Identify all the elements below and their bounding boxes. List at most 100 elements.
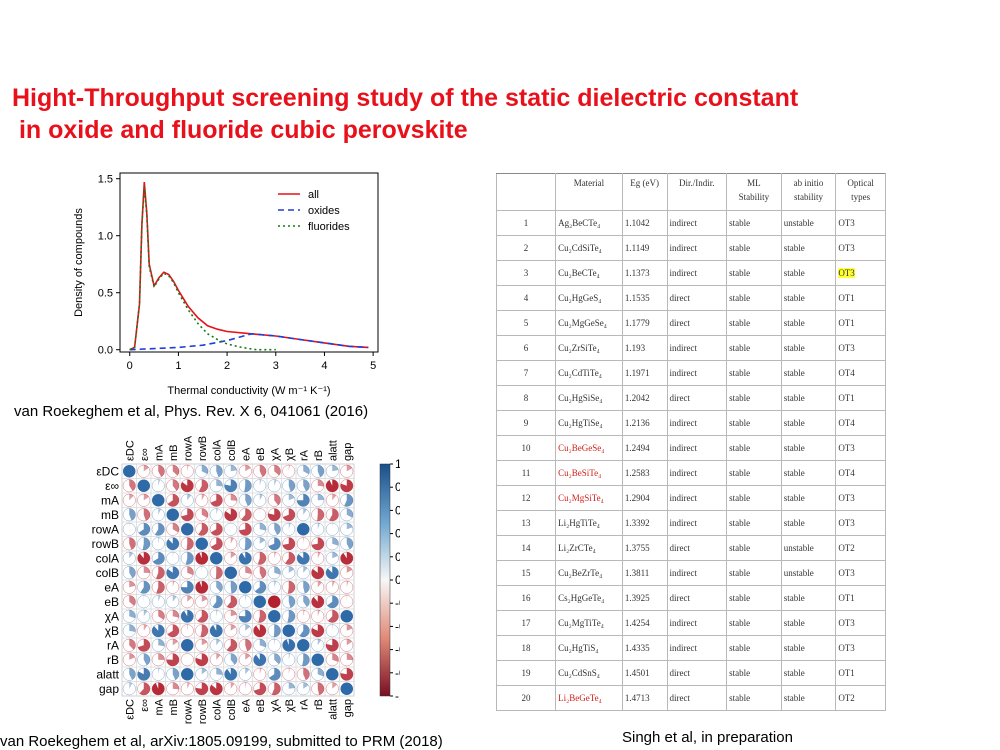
heatmap-mark-outline bbox=[180, 493, 194, 507]
heatmap-mark bbox=[129, 552, 134, 559]
table-cell-opt: OT2 bbox=[835, 685, 886, 711]
heatmap-mark bbox=[139, 682, 151, 695]
heatmap-mark bbox=[241, 508, 252, 521]
heatmap-mark bbox=[210, 523, 223, 536]
heatmap-mark-outline bbox=[122, 493, 136, 507]
table-cell-n: 20 bbox=[495, 685, 557, 711]
heatmap-mark-outline bbox=[325, 493, 339, 507]
heatmap-mark-outline bbox=[325, 580, 339, 594]
heatmap-mark-outline bbox=[224, 464, 238, 478]
table-cell-ml: stable bbox=[726, 210, 782, 236]
heatmap-mark bbox=[282, 537, 295, 550]
heatmap-mark bbox=[137, 552, 151, 565]
heatmap-mark bbox=[138, 523, 151, 536]
heatmap-mark bbox=[195, 682, 209, 695]
heatmap-mark bbox=[311, 624, 324, 637]
heatmap-mark bbox=[143, 653, 151, 666]
heatmap-mark bbox=[230, 537, 234, 544]
heatmap-mark-outline bbox=[209, 638, 223, 652]
heatmap-mark bbox=[311, 566, 324, 579]
table-cell-ab: stable bbox=[780, 235, 837, 261]
table-cell-opt: OT3 bbox=[835, 610, 886, 636]
heatmap-mark bbox=[151, 682, 165, 695]
col-label-bottom: mA bbox=[153, 698, 165, 715]
table-cell-mat: Li₂ZrCTe₄ bbox=[555, 535, 623, 561]
table-row: 8 Cu₂HgSiSe₄ 1.2042 direct stable stable OT1 bbox=[495, 385, 886, 411]
table-row: 5 Cu₂MgGeSe₄ 1.1779 direct stable stable OT1 bbox=[495, 310, 886, 336]
table-cell-ml: stable bbox=[726, 285, 782, 311]
heatmap-mark bbox=[195, 537, 208, 550]
heatmap-mark bbox=[259, 639, 266, 648]
heatmap-mark-outline bbox=[166, 551, 180, 565]
table-cell-eg: 1.3392 bbox=[621, 510, 668, 536]
heatmap-mark-outline bbox=[325, 522, 339, 536]
table-cell-n: 9 bbox=[495, 410, 557, 436]
heatmap-mark bbox=[230, 682, 235, 689]
table-cell-mat: Cu₂HgGeS₄ bbox=[555, 285, 623, 311]
heatmap-mark bbox=[282, 508, 295, 521]
table-row: 11 Cu₂BeSiTe₄ 1.2583 indirect stable stable OT… bbox=[495, 460, 886, 486]
heatmap-mark bbox=[288, 523, 291, 530]
heatmap-mark-outline bbox=[224, 682, 238, 696]
col-label-bottom: gap bbox=[342, 699, 354, 717]
table-cell-ml: stable bbox=[726, 235, 782, 261]
heatmap-mark bbox=[152, 624, 165, 637]
citation-1: van Roekeghem et al, Phys. Rev. X 6, 041… bbox=[14, 403, 369, 420]
table-cell-ab: stable bbox=[780, 310, 837, 336]
heatmap-mark bbox=[268, 595, 281, 608]
heatmap-mark bbox=[210, 682, 223, 695]
heatmap-mark bbox=[317, 581, 322, 588]
table-cell-ml: stable bbox=[726, 410, 782, 436]
col-label-top: gap bbox=[342, 443, 354, 461]
heatmap-mark bbox=[181, 668, 194, 681]
heatmap-mark bbox=[258, 610, 266, 623]
heatmap-mark bbox=[259, 668, 262, 675]
table-cell-ab: stable bbox=[780, 460, 837, 486]
table-row: 16 Cs₂HgGeTe₄ 1.3925 direct stable stable OT1 bbox=[495, 585, 886, 611]
heatmap-mark bbox=[200, 624, 209, 637]
heatmap-mark bbox=[187, 566, 194, 576]
table-cell-eg: 1.1042 bbox=[621, 210, 668, 236]
col-label-top: alatt bbox=[327, 440, 339, 461]
heatmap-mark bbox=[180, 479, 194, 492]
table-header-cell: ab initio stability bbox=[780, 173, 837, 211]
table-cell-ml: stable bbox=[726, 635, 782, 661]
table-cell-eg: 1.2136 bbox=[621, 410, 668, 436]
heatmap-mark bbox=[210, 552, 223, 565]
heatmap-mark bbox=[143, 624, 148, 631]
table-header-cell: Optical types bbox=[835, 173, 886, 211]
legend-label-fluorides: fluorides bbox=[308, 221, 350, 233]
heatmap-mark-outline bbox=[122, 522, 136, 536]
table-cell-mat: Cu₂HgTiS₄ bbox=[555, 635, 623, 661]
table-cell-ab: stable bbox=[780, 385, 837, 411]
heatmap-mark bbox=[129, 581, 136, 588]
table-header-cell: Dir./Indir. bbox=[666, 173, 728, 211]
colorbar-tick-label: 1 bbox=[395, 457, 400, 471]
heatmap-mark-outline bbox=[180, 653, 194, 667]
heatmap-mark-outline bbox=[296, 609, 310, 623]
heatmap-mark bbox=[332, 465, 339, 472]
heatmap-mark bbox=[216, 508, 218, 515]
heatmap-mark-outline bbox=[253, 537, 267, 551]
heatmap-mark-outline bbox=[282, 566, 296, 580]
table-cell-eg: 1.1971 bbox=[621, 360, 668, 386]
heatmap-mark bbox=[274, 465, 281, 476]
table-row: 14 Li₂ZrCTe₄ 1.3755 direct stable unstable OT2 bbox=[495, 535, 886, 561]
heatmap-mark bbox=[129, 537, 136, 550]
table-cell-ab: stable bbox=[780, 435, 837, 461]
table-cell-mat: Cu₂ZrSiTe₄ bbox=[555, 335, 623, 361]
table-cell-mat: Cu₂HgSiSe₄ bbox=[555, 385, 623, 411]
table-cell-eg: 1.1779 bbox=[621, 310, 668, 336]
heatmap-mark-outline bbox=[340, 624, 354, 638]
heatmap-mark bbox=[143, 465, 149, 472]
table-cell-n: 2 bbox=[495, 235, 557, 261]
heatmap-mark bbox=[287, 581, 296, 594]
heatmap-mark bbox=[181, 523, 194, 536]
table-cell-mat: Cu₂CdSnS₄ bbox=[555, 660, 623, 686]
table-cell-opt: OT3 bbox=[835, 510, 886, 536]
thermal-conductivity-chart: 1.5 1.0 0.5 0.0 0 1 2 3 4 5 Thermal conductivity (… bbox=[73, 172, 379, 397]
table-cell-n: 17 bbox=[495, 610, 557, 636]
heatmap-mark bbox=[346, 581, 349, 588]
table-cell-ab: stable bbox=[780, 685, 837, 711]
table-cell-eg: 1.4335 bbox=[621, 635, 668, 661]
